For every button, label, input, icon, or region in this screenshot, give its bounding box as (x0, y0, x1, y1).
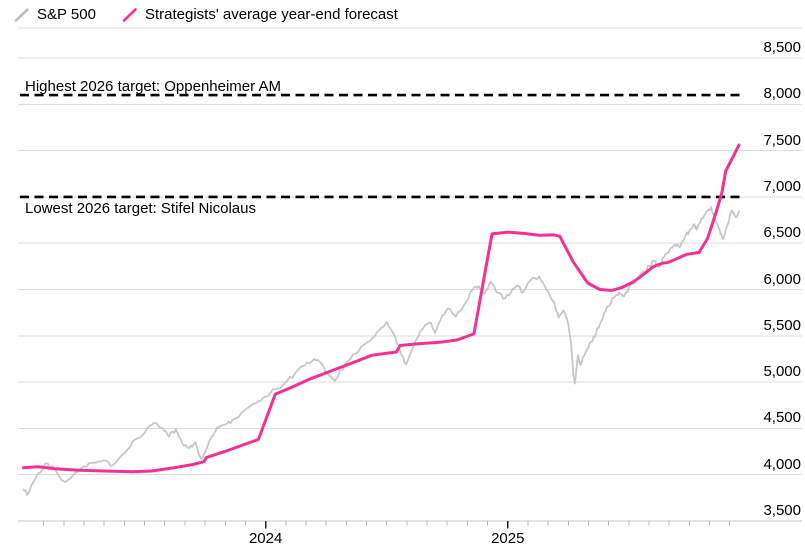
y-axis-tick-label: 4,500 (763, 409, 801, 427)
y-axis-tick-label: 8,500 (763, 39, 801, 56)
y-axis-tick-label: 7,000 (763, 177, 801, 195)
x-axis-label-2024: 2024 (248, 530, 283, 547)
y-axis-tick-label: 3,500 (763, 502, 801, 519)
y-axis-tick-label: 5,000 (763, 363, 801, 381)
legend-label-forecast: Strategists' average year-end forecast (144, 6, 398, 23)
y-axis-tick-label: 6,000 (763, 270, 801, 288)
y-axis-tick-label: 7,500 (763, 131, 801, 149)
y-axis-tick-label: 5,500 (763, 316, 801, 334)
y-axis-tick-label: 6,500 (763, 224, 801, 242)
legend-item-sp500: S&P 500 (14, 6, 96, 23)
y-axis-tick-label: 8,000 (763, 85, 801, 103)
pink-slash-icon (122, 7, 137, 22)
gray-slash-icon (14, 7, 29, 22)
series-line-sp500 (22, 206, 740, 497)
legend-label-sp500: S&P 500 (37, 6, 96, 23)
x-axis-label-2025: 2025 (491, 530, 525, 547)
legend-item-forecast: Strategists' average year-end forecast (122, 6, 398, 23)
series-line-forecast (22, 143, 741, 474)
highest-target-annotation: Highest 2026 target: Oppenheimer AM (25, 78, 281, 95)
chart-legend: S&P 500 Strategists' average year-end fo… (14, 6, 398, 23)
lowest-target-annotation: Lowest 2026 target: Stifel Nicolaus (25, 200, 256, 217)
y-axis-tick-label: 4,000 (763, 455, 801, 473)
